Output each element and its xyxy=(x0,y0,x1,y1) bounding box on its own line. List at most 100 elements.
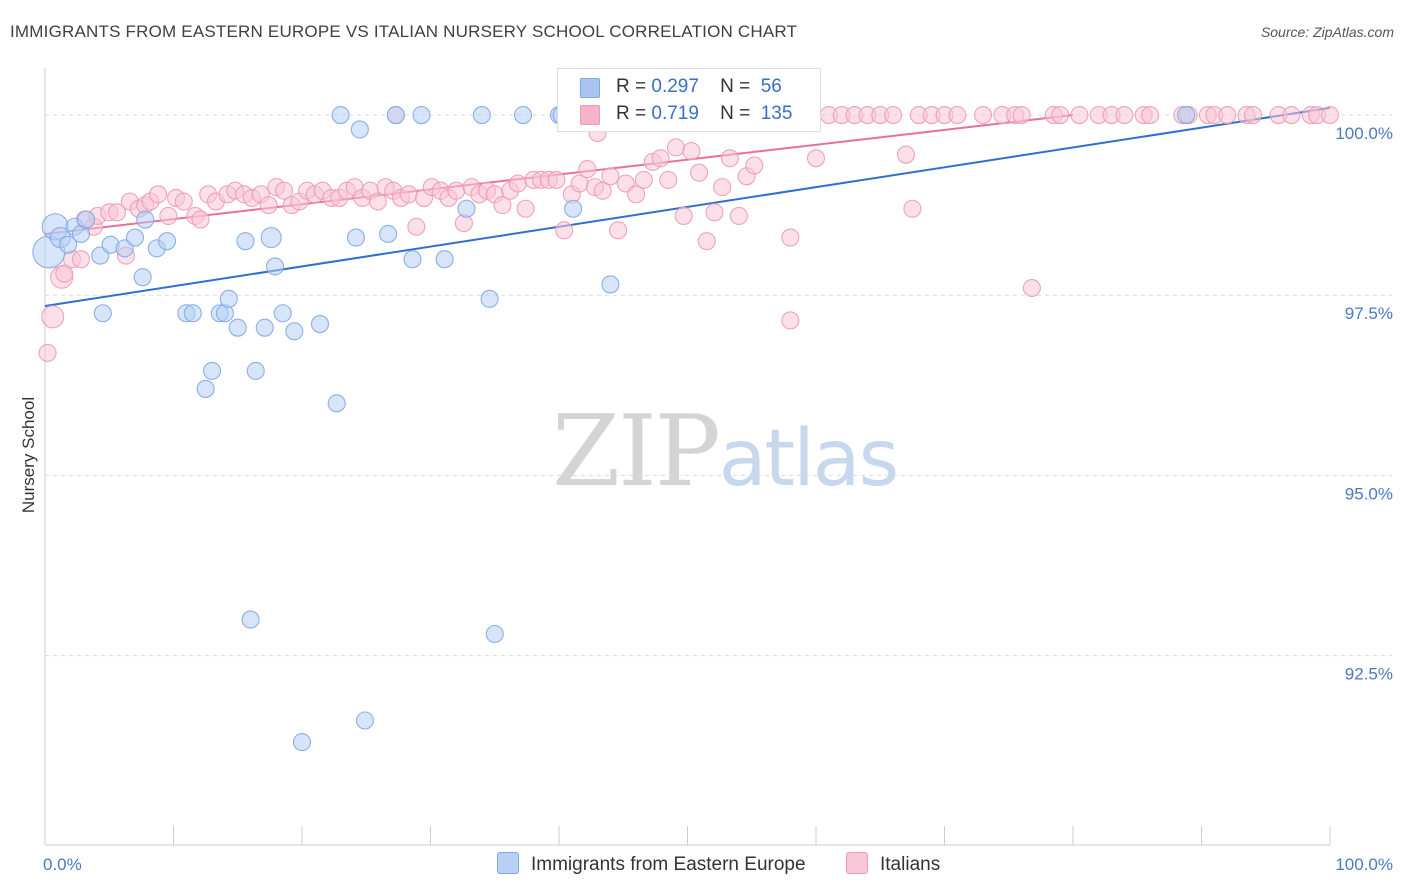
data-point xyxy=(125,228,144,247)
data-point xyxy=(447,181,466,200)
data-point xyxy=(555,221,574,240)
data-point xyxy=(627,185,646,204)
stats-legend: R = 0.297 N = 56 R = 0.719 N = 135 xyxy=(557,68,821,132)
legend-swatch-blue xyxy=(497,852,519,874)
data-point xyxy=(1218,105,1237,125)
data-point xyxy=(713,178,732,197)
chart-title: IMMIGRANTS FROM EASTERN EUROPE VS ITALIA… xyxy=(10,22,798,41)
data-point xyxy=(41,305,65,329)
data-point xyxy=(516,199,535,218)
data-point xyxy=(720,149,739,168)
data-point xyxy=(1012,105,1031,125)
data-point xyxy=(435,250,454,269)
data-point xyxy=(149,185,168,204)
data-point xyxy=(973,105,993,125)
data-point xyxy=(191,210,210,229)
trend-lines xyxy=(44,106,1331,308)
x-tick-label: 0.0% xyxy=(43,855,82,874)
data-point xyxy=(55,264,74,283)
data-point xyxy=(350,120,369,139)
data-point xyxy=(265,257,285,276)
data-point xyxy=(274,181,294,200)
data-point xyxy=(219,289,238,308)
data-point xyxy=(196,379,215,398)
data-point xyxy=(71,250,91,269)
y-tick-label: 92.5% xyxy=(1345,665,1393,684)
data-point xyxy=(1243,105,1262,125)
data-point xyxy=(107,203,127,222)
watermark: ZIPatlas xyxy=(552,395,899,509)
legend-swatch-pink xyxy=(846,852,868,874)
data-point xyxy=(1282,105,1301,125)
data-point xyxy=(745,156,764,175)
data-point xyxy=(547,170,566,189)
y-tick-label: 95.0% xyxy=(1345,484,1393,503)
data-point xyxy=(948,105,967,125)
data-point xyxy=(136,210,155,229)
x-tick-label: 100.0% xyxy=(1335,855,1393,874)
data-point xyxy=(236,232,255,251)
data-point xyxy=(203,361,222,380)
data-point xyxy=(781,311,800,330)
data-point xyxy=(513,105,533,125)
y-axis-title: Nursery School xyxy=(19,397,38,513)
data-point xyxy=(697,232,716,251)
data-point xyxy=(729,206,748,225)
data-point xyxy=(246,361,265,380)
data-point xyxy=(259,196,278,215)
data-point xyxy=(634,170,653,189)
axes xyxy=(44,68,1331,846)
data-point xyxy=(674,206,693,225)
data-point xyxy=(379,224,398,244)
data-point xyxy=(1070,105,1089,125)
data-point xyxy=(884,105,903,125)
data-point xyxy=(508,174,527,193)
watermark-zip: ZIP xyxy=(552,395,721,509)
data-point xyxy=(241,610,260,629)
data-point xyxy=(403,250,422,269)
data-point xyxy=(903,199,922,218)
data-point xyxy=(1022,278,1041,298)
source-label: Source: ZipAtlas.com xyxy=(1260,24,1394,40)
data-point xyxy=(493,196,512,215)
data-point xyxy=(59,235,78,254)
data-point xyxy=(93,304,112,323)
data-point xyxy=(133,268,152,287)
data-point xyxy=(412,105,431,125)
trend-line xyxy=(44,106,1331,308)
data-point xyxy=(651,149,670,168)
data-point xyxy=(228,318,247,337)
legend-item-italians: Italians xyxy=(846,852,940,876)
data-point xyxy=(292,733,312,752)
data-point xyxy=(158,232,177,251)
data-point xyxy=(1177,105,1196,125)
data-point xyxy=(407,217,426,236)
data-point xyxy=(896,145,916,164)
data-point xyxy=(174,192,193,211)
data-point xyxy=(273,304,292,323)
data-points xyxy=(32,105,1340,752)
data-point xyxy=(659,170,678,189)
data-point xyxy=(1320,105,1340,125)
y-tick-label: 97.5% xyxy=(1345,304,1393,323)
data-point xyxy=(310,315,330,334)
data-point xyxy=(327,394,346,413)
data-point xyxy=(255,318,274,337)
data-point xyxy=(601,167,620,186)
legend-item-eastern-europe: Immigrants from Eastern Europe xyxy=(497,852,806,876)
data-point xyxy=(485,624,504,644)
data-point xyxy=(399,185,418,204)
legend-swatch-pink xyxy=(580,105,600,125)
data-point xyxy=(564,199,583,218)
data-point xyxy=(578,160,597,179)
data-point xyxy=(355,711,375,730)
data-point xyxy=(601,275,620,294)
data-point xyxy=(346,228,366,247)
stats-text: R = 0.297 N = 56 xyxy=(616,76,782,97)
data-point xyxy=(705,203,724,222)
legend-swatch-blue xyxy=(580,78,600,98)
data-point xyxy=(285,322,304,341)
data-point xyxy=(609,221,628,240)
data-point xyxy=(593,181,612,200)
